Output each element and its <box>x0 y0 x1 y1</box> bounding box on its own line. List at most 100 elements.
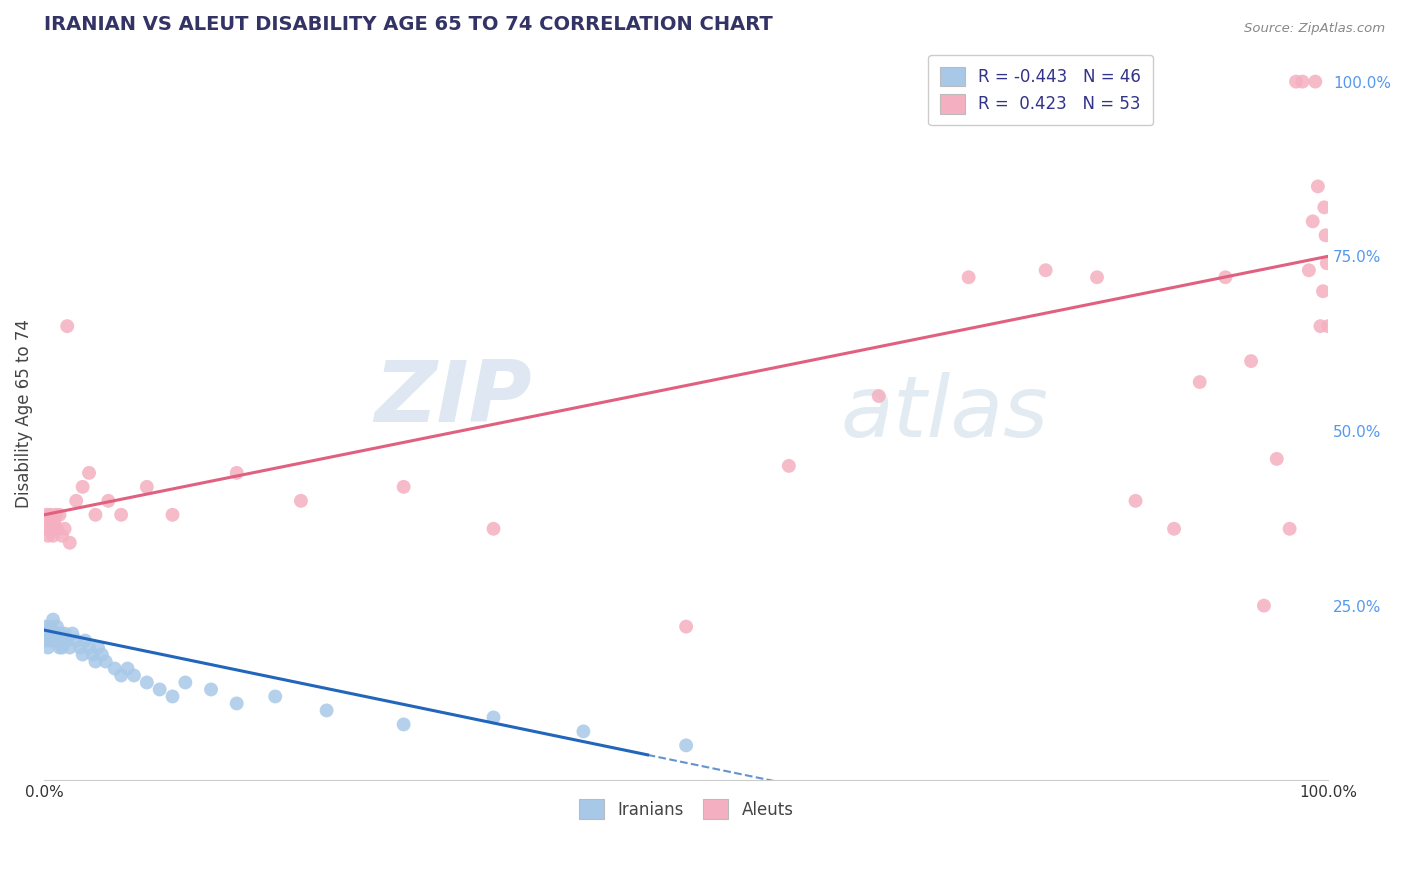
Point <box>37 626 59 640</box>
Point <box>82 648 104 662</box>
Point <box>135 675 157 690</box>
Point <box>1291 74 1313 88</box>
Point <box>87 640 110 655</box>
Point <box>1315 228 1337 243</box>
Point <box>52 633 75 648</box>
Point <box>392 717 415 731</box>
Point <box>51 529 73 543</box>
Point <box>53 626 76 640</box>
Point <box>94 655 117 669</box>
Point <box>1215 270 1237 285</box>
Text: IRANIAN VS ALEUT DISABILITY AGE 65 TO 74 CORRELATION CHART: IRANIAN VS ALEUT DISABILITY AGE 65 TO 74… <box>44 15 773 34</box>
Point <box>35 633 58 648</box>
Point <box>122 668 145 682</box>
Text: Source: ZipAtlas.com: Source: ZipAtlas.com <box>1244 22 1385 36</box>
Text: ZIP: ZIP <box>374 358 531 441</box>
Point <box>1302 214 1324 228</box>
Point <box>35 508 58 522</box>
Point <box>38 515 60 529</box>
Point <box>69 640 91 655</box>
Point <box>44 515 66 529</box>
Point <box>174 675 197 690</box>
Point <box>675 739 697 753</box>
Point <box>45 508 67 522</box>
Point <box>72 648 94 662</box>
Point <box>104 661 127 675</box>
Point <box>37 529 59 543</box>
Point <box>162 508 184 522</box>
Point <box>56 319 79 334</box>
Point <box>75 633 97 648</box>
Point <box>1278 522 1301 536</box>
Point <box>49 626 72 640</box>
Point <box>957 270 980 285</box>
Point <box>1085 270 1108 285</box>
Point <box>59 535 82 549</box>
Point <box>48 640 70 655</box>
Point <box>1163 522 1185 536</box>
Point <box>65 493 87 508</box>
Point <box>56 633 79 648</box>
Point <box>42 613 65 627</box>
Point <box>392 480 415 494</box>
Point <box>41 626 63 640</box>
Point <box>1312 284 1334 298</box>
Point <box>72 480 94 494</box>
Point <box>1285 74 1308 88</box>
Point <box>264 690 287 704</box>
Point <box>53 522 76 536</box>
Point <box>39 508 62 522</box>
Point <box>41 522 63 536</box>
Point <box>200 682 222 697</box>
Point <box>42 529 65 543</box>
Point <box>1306 179 1329 194</box>
Point <box>38 633 60 648</box>
Point <box>46 633 69 648</box>
Point <box>675 619 697 633</box>
Point <box>46 522 69 536</box>
Point <box>1035 263 1057 277</box>
Point <box>77 640 100 655</box>
Point <box>1253 599 1275 613</box>
Point <box>44 633 66 648</box>
Point <box>1188 375 1211 389</box>
Point <box>225 466 247 480</box>
Point <box>46 619 69 633</box>
Point <box>45 626 67 640</box>
Point <box>149 682 172 697</box>
Point <box>65 633 87 648</box>
Legend: Iranians, Aleuts: Iranians, Aleuts <box>571 791 801 827</box>
Point <box>778 458 800 473</box>
Point <box>37 640 59 655</box>
Point <box>1125 493 1147 508</box>
Point <box>34 522 56 536</box>
Point <box>110 668 132 682</box>
Point <box>162 690 184 704</box>
Point <box>84 655 107 669</box>
Point <box>225 697 247 711</box>
Point <box>315 703 337 717</box>
Point <box>1316 256 1339 270</box>
Point <box>572 724 595 739</box>
Point <box>84 508 107 522</box>
Point <box>1313 200 1336 214</box>
Point <box>482 522 505 536</box>
Point <box>117 661 139 675</box>
Point <box>51 640 73 655</box>
Point <box>97 493 120 508</box>
Point <box>90 648 112 662</box>
Point <box>60 626 83 640</box>
Point <box>59 640 82 655</box>
Point <box>482 710 505 724</box>
Point <box>1309 319 1331 334</box>
Text: atlas: atlas <box>841 372 1049 455</box>
Point <box>48 508 70 522</box>
Point <box>1298 263 1320 277</box>
Point <box>135 480 157 494</box>
Point <box>1303 74 1326 88</box>
Point <box>34 619 56 633</box>
Point <box>1317 319 1340 334</box>
Y-axis label: Disability Age 65 to 74: Disability Age 65 to 74 <box>15 319 32 508</box>
Point <box>1265 451 1288 466</box>
Point <box>77 466 100 480</box>
